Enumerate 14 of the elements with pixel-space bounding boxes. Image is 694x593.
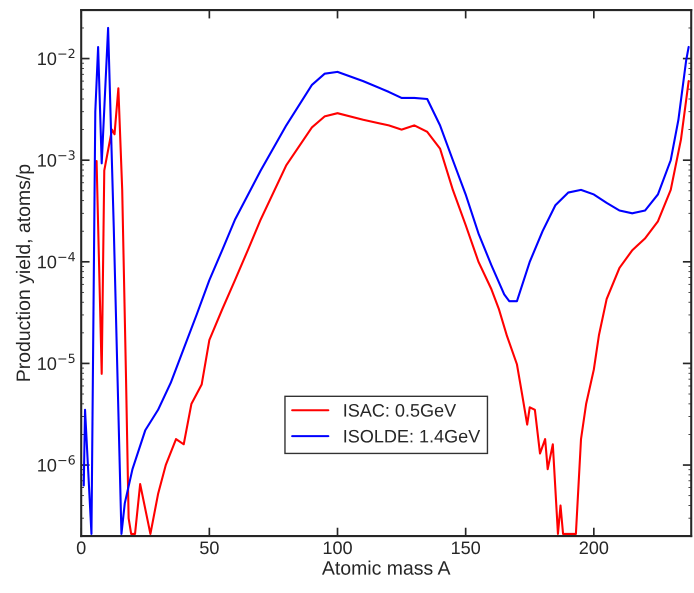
x-tick-label: 0 bbox=[76, 541, 86, 554]
y-tick-label: 10$^{−4}$ bbox=[38, 252, 75, 268]
x-tick-label: 50 bbox=[200, 541, 219, 554]
legend-label: ISOLDE: 1.4GeV bbox=[344, 430, 480, 443]
y-tick-label: 10$^{−6}$ bbox=[38, 455, 75, 472]
x-axis-title: Atomic mass A bbox=[322, 560, 450, 575]
x-tick-label: 150 bbox=[452, 541, 480, 554]
y-axis-title: Production yield, atoms/p bbox=[16, 164, 34, 381]
x-tick-label: 100 bbox=[324, 541, 352, 554]
y-tick-label: 10$^{−2}$ bbox=[38, 48, 74, 66]
y-tick-label: 10$^{−3}$ bbox=[38, 150, 75, 167]
legend-label: ISAC: 0.5GeV bbox=[344, 404, 456, 417]
x-tick-label: 200 bbox=[580, 541, 608, 554]
y-tick-label: 10$^{−5}$ bbox=[38, 354, 75, 370]
